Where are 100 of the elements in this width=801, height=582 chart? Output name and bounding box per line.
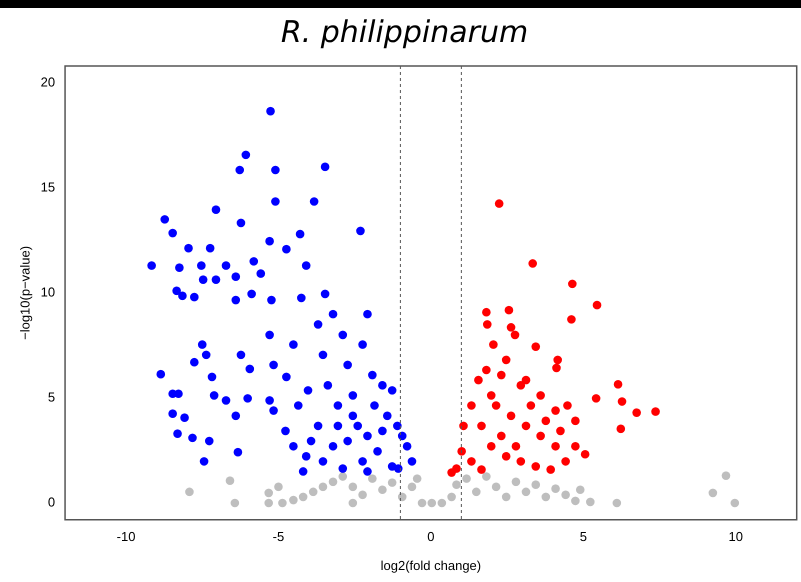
point xyxy=(536,391,545,400)
point xyxy=(504,306,514,314)
point xyxy=(576,485,585,494)
point xyxy=(398,492,407,502)
x-tick-label: 10 xyxy=(728,529,743,544)
point xyxy=(567,315,576,324)
point xyxy=(614,380,622,389)
x-tick-label: -5 xyxy=(272,529,284,544)
point xyxy=(492,482,500,492)
point xyxy=(528,259,537,268)
y-tick-label: 5 xyxy=(48,390,56,405)
point xyxy=(502,492,510,502)
point xyxy=(561,457,570,466)
point xyxy=(526,401,536,410)
point xyxy=(226,476,234,486)
y-tick-label: 20 xyxy=(40,74,56,90)
point xyxy=(612,498,622,508)
point xyxy=(452,464,461,473)
point xyxy=(531,480,540,490)
point xyxy=(457,447,466,456)
point xyxy=(486,442,496,451)
point xyxy=(546,465,555,474)
point xyxy=(522,488,530,496)
y-axis-title: −log10(p−value) xyxy=(17,246,32,340)
x-tick-label: -10 xyxy=(116,529,136,544)
point xyxy=(551,442,560,451)
point xyxy=(510,330,520,340)
point xyxy=(571,416,580,426)
point xyxy=(561,490,570,500)
point xyxy=(571,442,580,451)
point xyxy=(492,401,500,410)
point xyxy=(512,477,520,486)
point xyxy=(264,498,273,508)
point xyxy=(482,320,492,329)
point xyxy=(447,492,456,502)
point xyxy=(522,422,530,430)
point xyxy=(467,457,476,466)
point xyxy=(506,323,516,332)
point xyxy=(512,442,520,451)
point xyxy=(328,477,338,486)
point xyxy=(516,457,526,466)
point xyxy=(438,498,446,508)
point xyxy=(552,364,561,372)
point xyxy=(274,482,283,492)
x-tick-label: 0 xyxy=(427,529,434,544)
point xyxy=(586,498,595,506)
x-tick-label: 5 xyxy=(580,529,587,544)
point xyxy=(563,401,572,410)
point xyxy=(592,394,600,403)
point xyxy=(708,488,718,498)
point xyxy=(264,488,273,498)
point xyxy=(482,472,491,481)
point xyxy=(489,340,498,349)
point xyxy=(730,498,740,508)
point xyxy=(502,356,510,364)
point xyxy=(494,199,504,208)
point xyxy=(497,432,506,440)
point xyxy=(298,492,308,502)
point xyxy=(452,480,461,490)
point xyxy=(497,370,506,380)
point xyxy=(289,496,298,504)
point xyxy=(482,366,491,374)
point xyxy=(477,422,486,430)
point xyxy=(568,280,577,288)
point xyxy=(556,426,565,436)
chart-title: R. philippinarum xyxy=(280,14,528,50)
point xyxy=(477,465,486,474)
point xyxy=(467,401,476,410)
point xyxy=(318,482,328,492)
point xyxy=(542,416,550,426)
point xyxy=(378,485,387,494)
point xyxy=(348,498,358,508)
point xyxy=(651,407,660,416)
point xyxy=(462,474,471,483)
point xyxy=(616,424,626,434)
point xyxy=(459,422,468,430)
point xyxy=(592,300,602,310)
point xyxy=(427,498,436,508)
point xyxy=(722,471,730,480)
point xyxy=(482,308,491,317)
y-tick-label: 0 xyxy=(48,494,56,510)
point xyxy=(308,488,318,496)
point xyxy=(474,376,483,384)
point xyxy=(542,492,550,502)
point xyxy=(348,482,358,492)
y-tick-label: 10 xyxy=(40,284,56,300)
point xyxy=(516,381,526,390)
x-axis-title: log2(fold change) xyxy=(380,558,482,573)
point xyxy=(531,342,540,351)
point xyxy=(571,496,580,506)
point xyxy=(472,488,481,496)
point xyxy=(632,408,641,417)
point xyxy=(412,474,422,483)
point xyxy=(506,412,516,420)
point xyxy=(618,397,626,406)
point xyxy=(502,452,510,461)
point xyxy=(551,406,560,415)
point xyxy=(358,490,367,500)
point xyxy=(486,391,496,400)
point xyxy=(536,432,545,440)
